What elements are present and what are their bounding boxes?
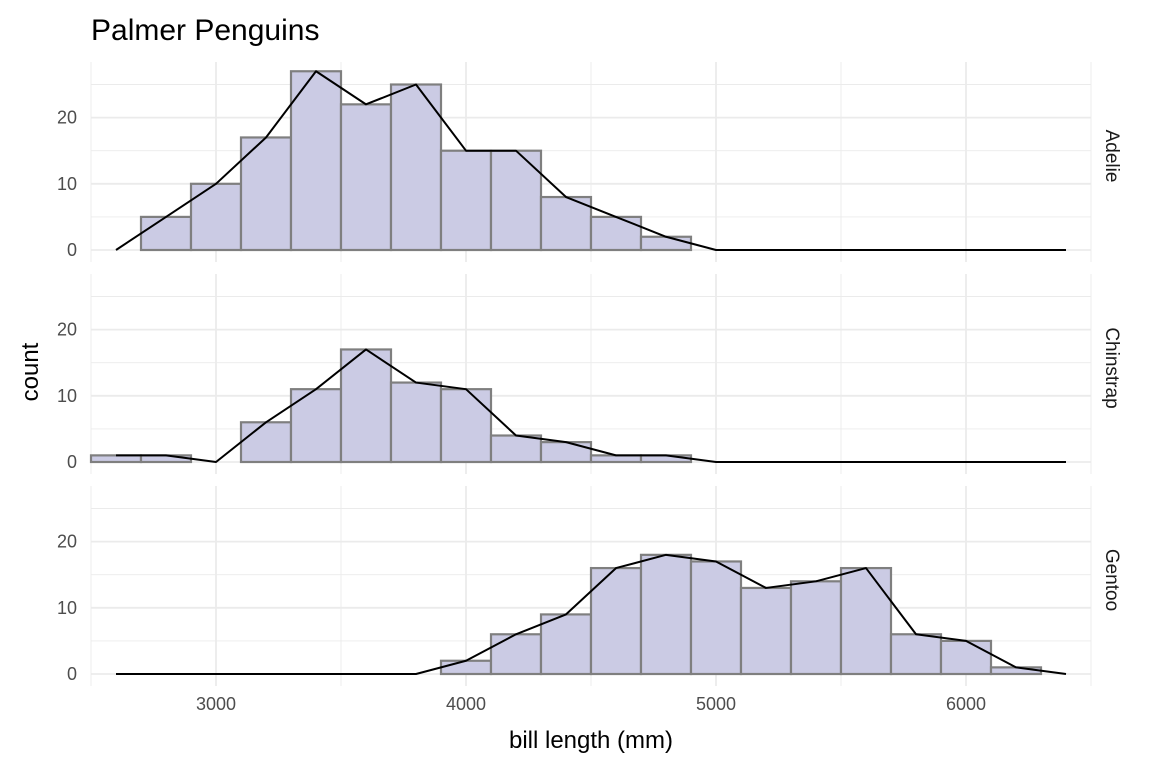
histogram-bar (389, 381, 443, 464)
panel-adelie: 0 10 20 Adelie (57, 62, 1122, 262)
y-tick-label: 0 (67, 664, 77, 684)
facet-strip-label: Chinstrap (1101, 327, 1122, 408)
y-tick-label: 20 (57, 320, 77, 340)
histogram-bar (539, 195, 593, 252)
histogram-bar (439, 388, 493, 464)
panel-chinstrap: 0 10 20 Chinstrap (57, 274, 1122, 474)
histogram-bar (939, 639, 993, 676)
panel-gentoo: 0 10 20 Gentoo (57, 486, 1122, 686)
histogram-bar (439, 149, 493, 252)
chart-title: Palmer Penguins (91, 14, 319, 47)
histogram-bar (339, 348, 393, 464)
histogram-bar (339, 103, 393, 252)
y-tick-label: 20 (57, 532, 77, 552)
histogram-bar (239, 421, 293, 464)
histogram-bar (439, 659, 493, 676)
histogram-bar (489, 434, 543, 464)
x-axis-title: bill length (mm) (509, 727, 673, 754)
facet-strip-label: Gentoo (1101, 549, 1122, 611)
y-tick-label: 0 (67, 452, 77, 472)
histogram-bar (639, 235, 693, 252)
facet-strip-label: Adelie (1101, 130, 1122, 183)
histogram-bar (539, 441, 593, 464)
histogram-bar (839, 566, 893, 676)
histogram-bar (489, 633, 543, 676)
histogram-bar (589, 215, 643, 252)
y-tick-label: 10 (57, 174, 77, 194)
histogram-bar (689, 560, 743, 676)
frequency-polygon-line (115, 70, 1066, 251)
histogram-bar (789, 580, 843, 676)
panels-layer: 0 10 20 Adelie 0 10 20 Chinstrap 0 10 20 Gentoo 3000… (57, 62, 1122, 714)
y-tick-label: 20 (57, 108, 77, 128)
y-axis-title: count (17, 342, 44, 401)
y-tick-label: 10 (57, 598, 77, 618)
frequency-polygon-line (116, 553, 1067, 675)
y-tick-label: 10 (57, 386, 77, 406)
x-tick-label: 6000 (946, 694, 986, 714)
frequency-polygon-line (116, 348, 1066, 463)
histogram-bar (189, 182, 243, 252)
x-tick-label: 4000 (446, 694, 486, 714)
x-tick-label: 5000 (696, 694, 736, 714)
histogram-bar (739, 586, 793, 676)
histogram-bar (289, 70, 343, 252)
y-tick-label: 0 (67, 240, 77, 260)
histogram-bar (639, 553, 693, 676)
x-tick-label: 3000 (196, 694, 236, 714)
histogram-bar (889, 633, 943, 676)
histogram-bar (139, 215, 193, 252)
histogram-bar (239, 136, 293, 252)
histogram-bar (539, 613, 593, 676)
